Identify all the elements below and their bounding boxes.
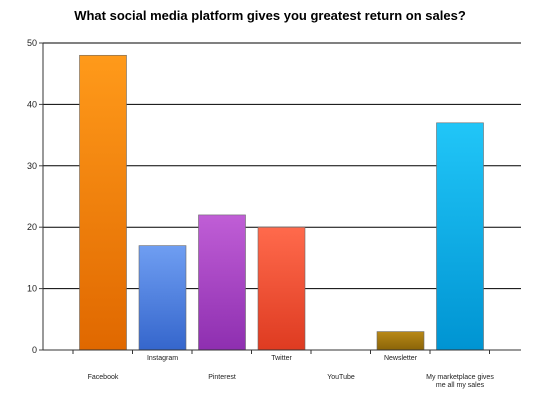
bar-pinterest: [198, 214, 246, 351]
bar-instagram: [138, 245, 187, 351]
y-tick-label: 20: [27, 222, 37, 232]
x-category-label: My marketplace gives me all my sales: [426, 374, 494, 389]
bar-newsletter: [376, 331, 425, 351]
y-tick-label: 10: [27, 284, 37, 294]
y-tick-label: 50: [27, 38, 37, 48]
bar-my-marketplace-gives-me-all-my-sales: [436, 122, 484, 351]
x-category-label: Pinterest: [208, 374, 236, 381]
y-tick-label: 30: [27, 161, 37, 171]
x-category-label: Facebook: [88, 374, 119, 381]
x-category-label: Twitter: [271, 355, 292, 362]
y-axis-ticks: 0 10 20 30 40 50: [27, 38, 43, 355]
x-axis-labels: Facebook Instagram Pinterest Twitter YouTube…: [88, 355, 495, 389]
y-tick-label: 0: [32, 345, 37, 355]
y-tick-label: 40: [27, 99, 37, 109]
x-category-label: Newsletter: [384, 355, 418, 362]
bars: [79, 54, 484, 351]
axes: [42, 43, 521, 354]
x-category-label: Instagram: [147, 355, 178, 362]
x-category-label: YouTube: [327, 374, 355, 381]
bar-twitter: [257, 226, 306, 351]
bar-facebook: [79, 54, 127, 351]
chart-title: What social media platform gives you gre…: [74, 8, 466, 23]
